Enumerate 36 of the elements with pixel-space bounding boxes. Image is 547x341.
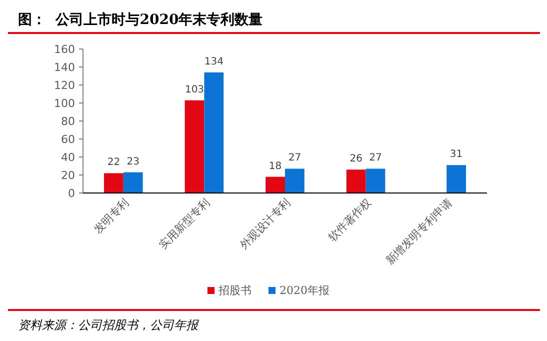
y-tick-label: 0 <box>68 186 75 200</box>
bar <box>285 168 304 193</box>
data-label: 134 <box>204 56 224 68</box>
bar <box>123 172 143 193</box>
bar <box>266 176 285 193</box>
y-tick-label: 160 <box>54 42 75 56</box>
bar <box>446 165 466 193</box>
legend-label: 招股书 <box>218 284 252 297</box>
bar <box>104 173 124 193</box>
bar <box>366 168 386 193</box>
bar <box>204 72 224 193</box>
y-tick-label: 120 <box>54 78 75 92</box>
chart-title: 图： 公司上市时与2020年末专利数量 <box>18 11 263 28</box>
y-tick-label: 140 <box>54 60 75 74</box>
y-tick-label: 100 <box>54 96 75 110</box>
text: 资料来源：公司招股书，公司年报 <box>18 318 199 332</box>
x-tick-label: 软件著作权 <box>326 196 374 244</box>
bar <box>184 100 204 193</box>
bar <box>346 170 366 193</box>
x-tick-label: 外观设计专利 <box>237 196 294 252</box>
x-tick-label: 实用新型专利 <box>156 196 212 252</box>
data-label: 31 <box>450 149 463 160</box>
y-tick-label: 60 <box>61 132 75 146</box>
x-tick-label: 发明专利 <box>91 196 132 236</box>
y-tick-label: 20 <box>61 168 75 182</box>
data-label: 23 <box>126 156 140 168</box>
x-tick-label: 新增发明专利申请 <box>383 196 455 268</box>
data-label: 22 <box>107 157 120 168</box>
data-label: 27 <box>369 152 382 164</box>
legend-label: 2020年报 <box>280 284 330 297</box>
data-label: 26 <box>350 154 362 165</box>
y-tick-label: 40 <box>61 150 75 164</box>
data-label: 103 <box>184 84 204 96</box>
y-tick-label: 80 <box>61 114 75 128</box>
data-label: 18 <box>268 160 282 172</box>
data-label: 27 <box>288 152 302 164</box>
